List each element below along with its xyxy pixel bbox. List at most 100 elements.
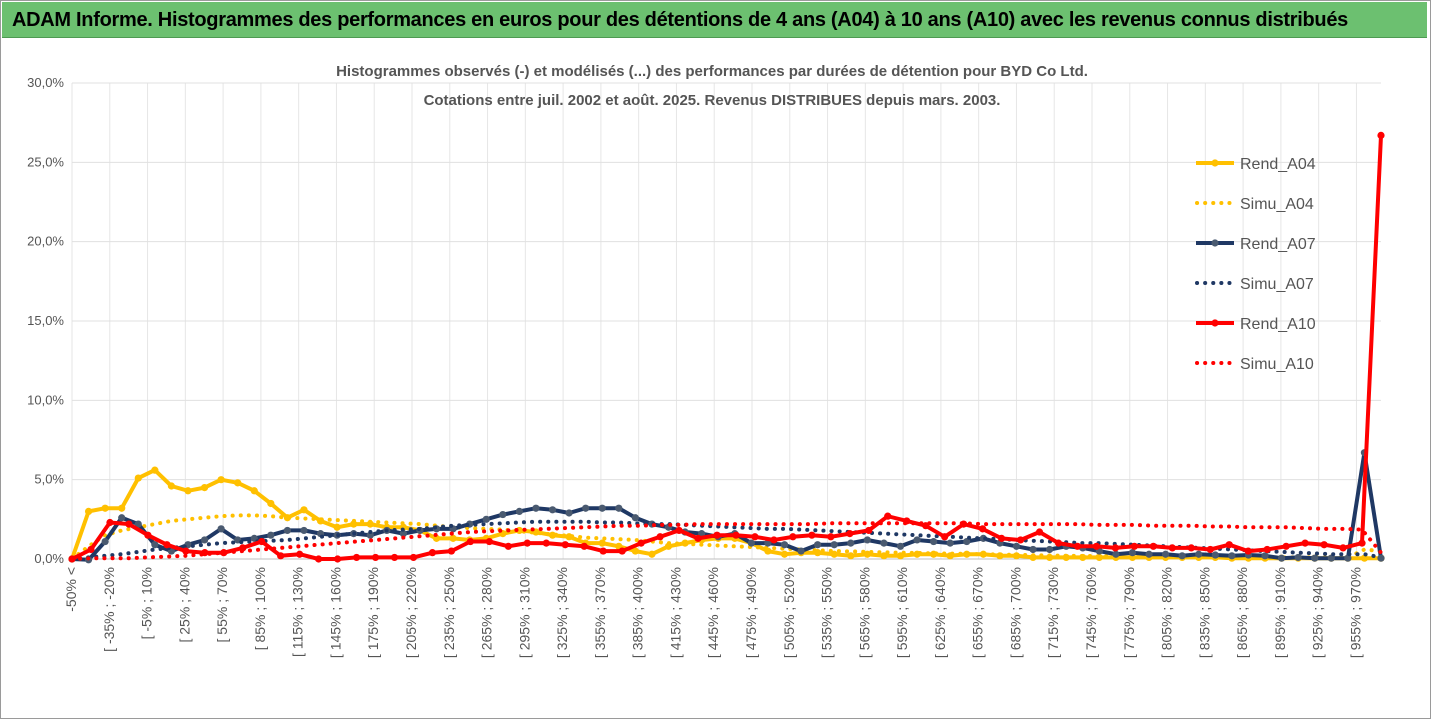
data-point-rend-a10 <box>637 539 645 547</box>
data-point-rend-a07 <box>217 525 225 533</box>
y-tick-label: 30,0% <box>27 75 64 90</box>
data-point-rend-a10 <box>485 537 493 546</box>
data-point-rend-a07 <box>366 531 374 539</box>
x-tick-label: [ 685% ; 700% <box>1007 567 1023 658</box>
x-tick-label: [ 835% ; 850% <box>1196 567 1212 658</box>
series-line-rend-a07 <box>71 450 1383 562</box>
legend-marker-rend-a10 <box>1211 319 1219 327</box>
data-point-rend-a10 <box>1073 542 1082 550</box>
data-point-rend-a10 <box>1225 541 1233 549</box>
data-point-rend-a04 <box>449 534 457 542</box>
data-point-rend-a10 <box>732 531 740 539</box>
data-point-rend-a10 <box>352 553 361 562</box>
x-tick-label: [ 265% ; 280% <box>479 567 495 658</box>
data-point-rend-a07 <box>1161 550 1170 558</box>
data-point-rend-a10 <box>979 525 987 533</box>
x-tick-label: [ 85% ; 100% <box>252 567 268 650</box>
data-point-rend-a04 <box>200 484 209 492</box>
data-point-rend-a07 <box>200 536 209 544</box>
data-point-rend-a10 <box>371 553 380 562</box>
data-point-rend-a04 <box>184 487 192 495</box>
data-point-rend-a10 <box>1358 539 1366 547</box>
x-tick-label: [ 205% ; 220% <box>403 567 419 658</box>
y-tick-label: 5,0% <box>34 472 64 487</box>
x-tick-label: [ 775% ; 790% <box>1121 567 1137 658</box>
series-line-simu-a10 <box>70 521 1383 561</box>
data-point-rend-a07 <box>1112 550 1120 558</box>
data-point-rend-a07 <box>764 539 772 547</box>
data-point-rend-a10 <box>542 539 550 547</box>
data-point-rend-a10 <box>1111 544 1120 552</box>
data-point-rend-a07 <box>780 541 789 549</box>
y-axis: 0,0% 5,0% 10,0% 15,0% 20,0% 25,0% 30,0% <box>27 75 64 566</box>
data-point-rend-a07 <box>1311 554 1319 562</box>
data-point-rend-a04 <box>780 550 789 558</box>
chart-title-line-1: Histogrammes observés (-) et modélisés (… <box>336 63 1088 80</box>
series-line-simu-a04 <box>70 513 1383 561</box>
data-point-rend-a04 <box>847 552 855 560</box>
data-point-rend-a10 <box>447 547 456 555</box>
data-point-rend-a10 <box>106 518 114 527</box>
data-point-rend-a10 <box>580 542 588 550</box>
data-point-rend-a10 <box>523 539 531 547</box>
data-point-rend-a10 <box>144 531 152 539</box>
data-point-rend-a07 <box>118 514 126 522</box>
data-point-rend-a10 <box>997 534 1006 542</box>
data-point-rend-a10 <box>315 555 323 563</box>
legend-label-rend-a10: Rend_A10 <box>1240 316 1316 333</box>
data-point-rend-a10 <box>694 534 702 542</box>
data-point-rend-a07 <box>1195 550 1203 558</box>
x-tick-label: [ 625% ; 640% <box>932 567 948 658</box>
data-point-rend-a07 <box>847 539 855 547</box>
data-point-rend-a07 <box>582 504 590 512</box>
x-tick-label: [ 115% ; 130% <box>290 567 306 657</box>
data-point-rend-a10 <box>884 512 892 520</box>
data-point-rend-a07 <box>565 509 573 517</box>
x-tick-label: [ 535% ; 550% <box>819 567 835 658</box>
x-tick-label: [ 235% ; 250% <box>441 567 457 658</box>
x-tick-label: [ 415% ; 430% <box>667 567 683 658</box>
x-tick-label: [ 805% ; 820% <box>1159 567 1175 658</box>
data-point-rend-a07 <box>1128 549 1137 557</box>
x-tick-label: [ 355% ; 370% <box>592 567 608 658</box>
data-point-rend-a04 <box>267 499 275 508</box>
y-tick-label: 25,0% <box>27 154 64 169</box>
data-point-rend-a04 <box>118 504 126 512</box>
data-point-rend-a07 <box>1145 550 1153 558</box>
data-point-rend-a10 <box>561 541 569 549</box>
chart-title-line-2: Cotations entre juil. 2002 et août. 2025… <box>424 92 1001 109</box>
data-point-rend-a10 <box>599 547 607 555</box>
data-point-rend-a07 <box>930 537 938 546</box>
data-point-rend-a10 <box>163 541 171 549</box>
data-point-rend-a07 <box>1211 551 1219 559</box>
data-point-rend-a10 <box>258 537 266 546</box>
x-tick-label: [ 475% ; 490% <box>743 567 759 658</box>
data-point-rend-a04 <box>598 539 606 547</box>
data-point-rend-a07 <box>598 504 606 512</box>
data-point-rend-a10 <box>1168 544 1176 552</box>
data-point-rend-a10 <box>1377 131 1385 139</box>
data-point-rend-a10 <box>713 531 721 539</box>
series-group <box>68 131 1385 564</box>
x-tick-label: [ 715% ; 730% <box>1045 567 1061 658</box>
data-point-rend-a07 <box>797 547 805 555</box>
data-point-rend-a10 <box>1016 536 1025 544</box>
x-tick-label: [ 865% ; 880% <box>1234 567 1250 658</box>
grid-lines <box>71 82 1381 560</box>
data-point-rend-a10 <box>504 542 512 550</box>
x-tick-label: [ 895% ; 910% <box>1272 567 1288 658</box>
histogram-chart: 0,0% 5,0% 10,0% 15,0% 20,0% 25,0% 30,0% -50% <… <box>27 63 1385 658</box>
data-point-rend-a07 <box>283 526 292 535</box>
data-point-rend-a04 <box>101 504 109 512</box>
data-point-rend-a10 <box>1187 544 1195 552</box>
data-point-rend-a10 <box>808 531 816 539</box>
data-point-rend-a10 <box>865 526 873 535</box>
x-tick-label: [ 745% ; 760% <box>1083 567 1099 658</box>
legend-marker-rend-a04 <box>1211 159 1219 167</box>
data-point-rend-a10 <box>1320 541 1328 549</box>
data-point-rend-a07 <box>1294 553 1302 562</box>
data-point-rend-a07 <box>1029 545 1037 554</box>
data-point-rend-a10 <box>333 555 342 563</box>
data-point-rend-a10 <box>846 530 854 538</box>
data-point-rend-a10 <box>296 550 304 558</box>
